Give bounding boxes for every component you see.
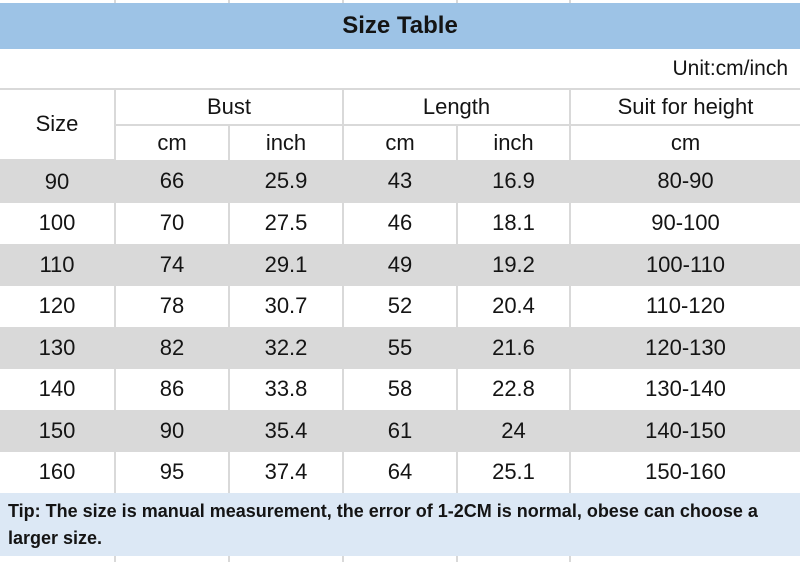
- cell-length-cm: 58: [343, 368, 458, 410]
- subheader-bust-cm: cm: [115, 125, 230, 160]
- unit-note: Unit:cm/inch: [0, 49, 800, 90]
- cell-bust-cm: 78: [115, 285, 230, 327]
- subheader-suit-cm: cm: [670, 129, 701, 155]
- edge-cell: [115, 0, 230, 3]
- cell-height-range: 140-150: [570, 410, 800, 452]
- subheader-length-cm: cm: [343, 125, 458, 160]
- edge-cell: [570, 556, 800, 562]
- header-size: Size: [0, 89, 116, 161]
- table-row: 160 95 37.4 64 25.1 150-160: [0, 451, 800, 493]
- cell-height-range: 90-100: [651, 210, 720, 236]
- cell-length-cm: 49: [343, 244, 458, 286]
- cell-bust-cm: 95: [115, 451, 230, 493]
- table-row: 90 66 25.9 43 16.9 80-90: [0, 160, 800, 203]
- cell-bust-cm: 86: [115, 368, 230, 410]
- cell-height-range: 110-120: [645, 293, 726, 319]
- cell-height-range: 150-160: [645, 459, 726, 485]
- header-bust: Bust: [115, 89, 344, 126]
- cell-bust-inch: 35.4: [229, 410, 344, 452]
- edge-cell: [343, 556, 458, 562]
- cell-bust-cm: 82: [115, 327, 230, 369]
- cell-size: 160: [0, 451, 116, 493]
- cell-length-cm: 43: [343, 160, 458, 203]
- cell-bust-inch: 32.2: [229, 327, 344, 369]
- cell-length-cm: 55: [343, 327, 458, 369]
- edge-cell: [457, 556, 571, 562]
- cell-length-inch: 18.1: [457, 202, 571, 244]
- edge-cell: [0, 556, 116, 562]
- cell-size: 150: [0, 410, 116, 452]
- edge-cell: [0, 0, 116, 3]
- cell-length-inch: 21.6: [457, 327, 571, 369]
- cell-length-inch: 20.4: [457, 285, 571, 327]
- cell-bust-inch: 27.5: [229, 202, 344, 244]
- header-suit-for-height: Suit for height: [570, 89, 800, 126]
- cell-size: 100: [0, 202, 116, 244]
- cell-height-range: 80-90: [570, 160, 800, 203]
- table-row: 150 90 35.4 61 24 140-150: [0, 410, 800, 452]
- cell-size: 110: [0, 244, 116, 286]
- cell-bust-cm: 70: [115, 202, 230, 244]
- cell-length-inch: 25.1: [457, 451, 571, 493]
- cell-size: 130: [0, 327, 116, 369]
- page-title: Size Table: [0, 3, 800, 49]
- cell-size: 140: [0, 368, 116, 410]
- table-row: 130 82 32.2 55 21.6 120-130: [0, 327, 800, 369]
- cell-size: 120: [0, 285, 116, 327]
- cell-bust-cm: 90: [115, 410, 230, 452]
- edge-cell: [457, 0, 571, 3]
- edge-cell: [229, 556, 344, 562]
- edge-cell: [229, 0, 344, 3]
- cell-size: 90: [0, 160, 116, 203]
- cell-length-cm: 61: [343, 410, 458, 452]
- subheader-length-inch: inch: [457, 125, 571, 160]
- cell-length-inch: 22.8: [457, 368, 571, 410]
- header-length: Length: [343, 89, 571, 126]
- table-row: 140 86 33.8 58 22.8 130-140: [0, 368, 800, 410]
- cell-length-cm: 64: [343, 451, 458, 493]
- cell-length-cm: 46: [343, 202, 458, 244]
- cell-length-inch: 24: [457, 410, 571, 452]
- cell-bust-inch: 25.9: [229, 160, 344, 203]
- cell-length-inch: 19.2: [457, 244, 571, 286]
- table-row: 120 78 30.7 52 20.4 110-120: [0, 285, 800, 327]
- edge-cell: [343, 0, 458, 3]
- header-row-groups: Size Bust Length Suit for height: [0, 89, 800, 161]
- table-row: 110 74 29.1 49 19.2 100-110: [0, 244, 800, 286]
- bottom-edge-strip: [0, 556, 800, 562]
- cell-bust-inch: 37.4: [229, 451, 344, 493]
- edge-cell: [115, 556, 230, 562]
- subheader-bust-inch: inch: [229, 125, 344, 160]
- top-edge-strip: [0, 0, 800, 3]
- cell-length-cm: 52: [343, 285, 458, 327]
- cell-height-range: 100-110: [570, 244, 800, 286]
- cell-bust-inch: 30.7: [229, 285, 344, 327]
- cell-bust-inch: 29.1: [229, 244, 344, 286]
- cell-length-inch: 16.9: [457, 160, 571, 203]
- measurement-tip: Tip: The size is manual measurement, the…: [0, 493, 800, 556]
- title-row: Size Table: [0, 3, 800, 49]
- cell-bust-cm: 66: [115, 160, 230, 203]
- header-row-units: cm inch cm inch cm: [0, 125, 800, 160]
- cell-bust-cm: 74: [115, 244, 230, 286]
- table-row: 100 70 27.5 46 18.1 90-100: [0, 202, 800, 244]
- tip-row: Tip: The size is manual measurement, the…: [0, 493, 800, 556]
- cell-height-range: 120-130: [570, 327, 800, 369]
- cell-bust-inch: 33.8: [229, 368, 344, 410]
- cell-height-range: 130-140: [645, 376, 726, 402]
- unit-row: Unit:cm/inch: [0, 49, 800, 90]
